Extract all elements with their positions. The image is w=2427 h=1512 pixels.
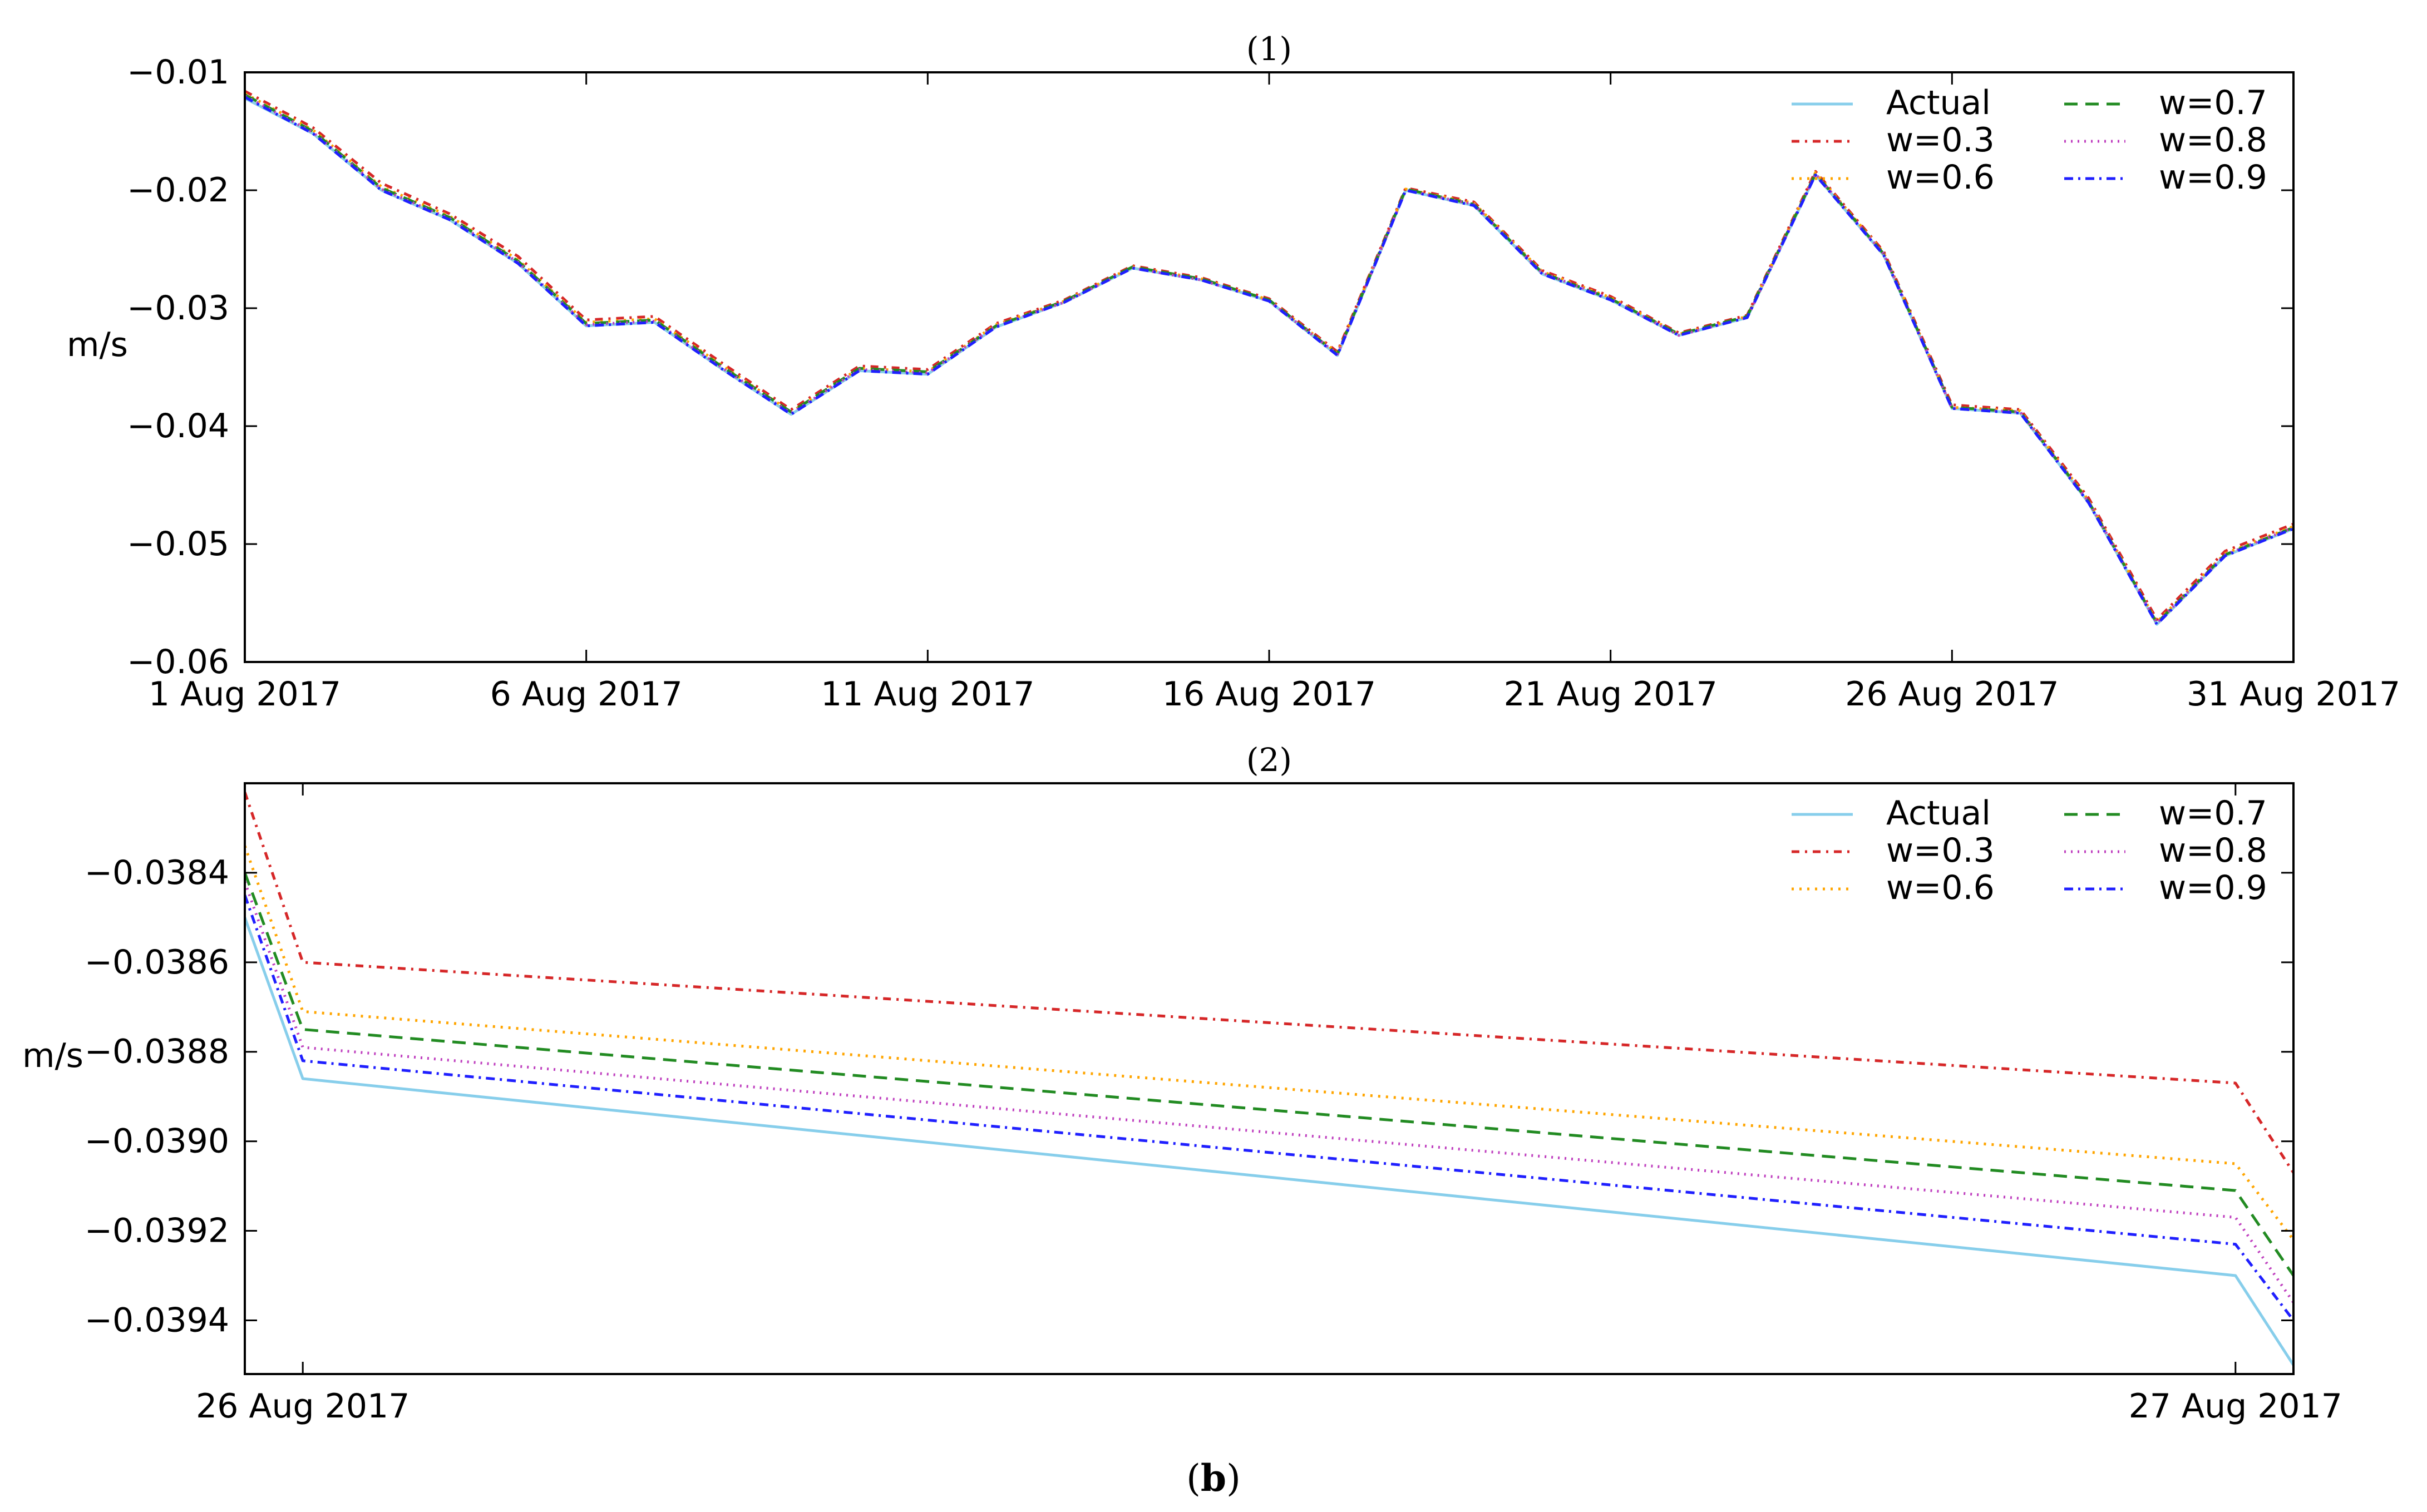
x-tick-label: 26 Aug 2017 <box>196 1387 410 1426</box>
chart-panel-1: −0.01 −0.02 −0.03 −0.04 −0.05 −0.061 Aug 2017… <box>67 30 2400 714</box>
caption-letter: b <box>1201 1456 1226 1500</box>
plot-frame <box>244 782 2295 1375</box>
legend-label: w=0.9 <box>2159 868 2267 907</box>
legend-label: w=0.7 <box>2159 83 2267 122</box>
y-tick-label: −0.05 <box>127 525 229 564</box>
y-tick-label: −0.0388 <box>85 1032 229 1071</box>
series-line-actual <box>245 917 2293 1366</box>
legend-label: w=0.7 <box>2159 794 2267 833</box>
series-group <box>245 90 2293 626</box>
caption-close-paren: ) <box>1226 1457 1241 1500</box>
panel-title: (2) <box>1246 741 1292 779</box>
y-tick-label: −0.06 <box>127 643 229 681</box>
y-tick-label: −0.03 <box>127 289 229 328</box>
legend-label: w=0.3 <box>1886 121 1995 160</box>
y-axis-label: m/s <box>22 1036 83 1075</box>
y-tick-label: −0.0392 <box>85 1212 229 1251</box>
x-tick-label: 16 Aug 2017 <box>1162 675 1376 714</box>
x-tick-label: 26 Aug 2017 <box>1845 675 2059 714</box>
panel-title: (1) <box>1246 30 1292 68</box>
x-tick-label: 31 Aug 2017 <box>2187 675 2400 714</box>
legend-label: Actual <box>1886 83 1991 122</box>
x-tick-label: 27 Aug 2017 <box>2129 1387 2342 1426</box>
x-tick-label: 1 Aug 2017 <box>149 675 341 714</box>
legend-label: w=0.6 <box>1886 868 1995 907</box>
chart-panel-2: −0.0384 −0.0386 −0.0388 −0.0390 −0.0392 −0.03… <box>22 741 2342 1426</box>
y-tick-label: −0.04 <box>127 407 229 446</box>
caption-open-paren: ( <box>1186 1457 1201 1500</box>
x-tick-label: 6 Aug 2017 <box>490 675 683 714</box>
figure-caption: (b) <box>1186 1456 1241 1500</box>
x-tick-label: 11 Aug 2017 <box>821 675 1034 714</box>
series-line-w-0-8 <box>245 881 2293 1303</box>
y-tick-label: −0.01 <box>127 53 229 92</box>
series-line-w-0-9 <box>245 895 2293 1322</box>
legend-label: w=0.8 <box>2159 121 2267 160</box>
legend-label: w=0.6 <box>1886 158 1995 197</box>
y-tick-label: −0.0394 <box>85 1301 229 1340</box>
x-tick-label: 21 Aug 2017 <box>1503 675 1717 714</box>
y-tick-label: −0.02 <box>127 171 229 210</box>
legend-label: w=0.8 <box>2159 831 2267 870</box>
legend-label: w=0.3 <box>1886 831 1995 870</box>
legend-label: w=0.9 <box>2159 158 2267 197</box>
series-line-w-0-6 <box>245 845 2293 1241</box>
y-axis-label: m/s <box>67 325 128 364</box>
series-line-w-0-9 <box>245 96 2293 626</box>
legend-label: Actual <box>1886 794 1991 833</box>
y-tick-label: −0.0386 <box>85 943 229 982</box>
series-line-w-0-7 <box>245 872 2293 1277</box>
series-group <box>245 792 2293 1366</box>
series-line-w-0-3 <box>245 792 2293 1174</box>
y-tick-label: −0.0384 <box>85 853 229 892</box>
y-tick-label: −0.0390 <box>85 1122 229 1161</box>
